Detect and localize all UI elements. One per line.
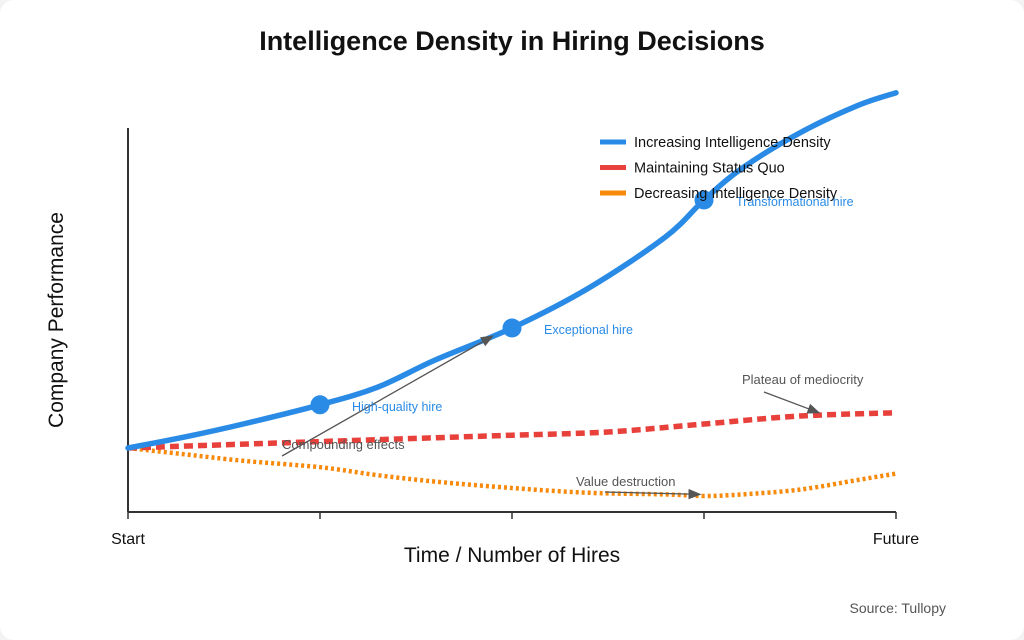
legend: Increasing Intelligence Density Maintaini…: [600, 135, 838, 202]
legend-label-2: Decreasing Intelligence Density: [634, 186, 838, 202]
x-tick-label-1: Future: [873, 531, 919, 548]
annotation-layer: Compounding effects Plateau of mediocrity…: [281, 335, 864, 500]
x-tick-label-0: Start: [111, 531, 145, 548]
annotation-arrow-2: [604, 488, 702, 500]
hire-marker-2: [694, 190, 714, 210]
hire-marker-label-2: Transformational hire: [736, 195, 854, 209]
annotation-arrow-0: [281, 335, 494, 457]
series-line-2: [127, 445, 897, 499]
series-line-1: [127, 410, 897, 451]
marker-layer: High-quality hire Exceptional hire Transfo…: [310, 190, 854, 415]
annotation-text-2: Value destruction: [576, 474, 676, 489]
series-layer: [125, 90, 899, 499]
hire-marker-label-1: Exceptional hire: [544, 323, 633, 337]
series-line-0: [125, 90, 899, 451]
source-note: Source: Tullopy: [850, 600, 947, 616]
hire-marker-1: [502, 318, 522, 338]
hire-marker-label-0: High-quality hire: [352, 400, 442, 414]
y-axis-label: Company Performance: [45, 212, 68, 428]
chart-title: Intelligence Density in Hiring Decisions: [259, 26, 765, 56]
hire-marker-0: [310, 395, 330, 415]
annotation-text-1: Plateau of mediocrity: [742, 372, 864, 387]
annotation-text-0: Compounding effects: [282, 437, 405, 452]
legend-label-1: Maintaining Status Quo: [634, 161, 785, 177]
x-ticks: [127, 512, 897, 519]
x-tick-labels: Start Future: [111, 531, 919, 548]
legend-label-0: Increasing Intelligence Density: [634, 135, 831, 151]
x-axis-label: Time / Number of Hires: [404, 544, 620, 567]
annotation-arrow-1: [763, 391, 821, 414]
